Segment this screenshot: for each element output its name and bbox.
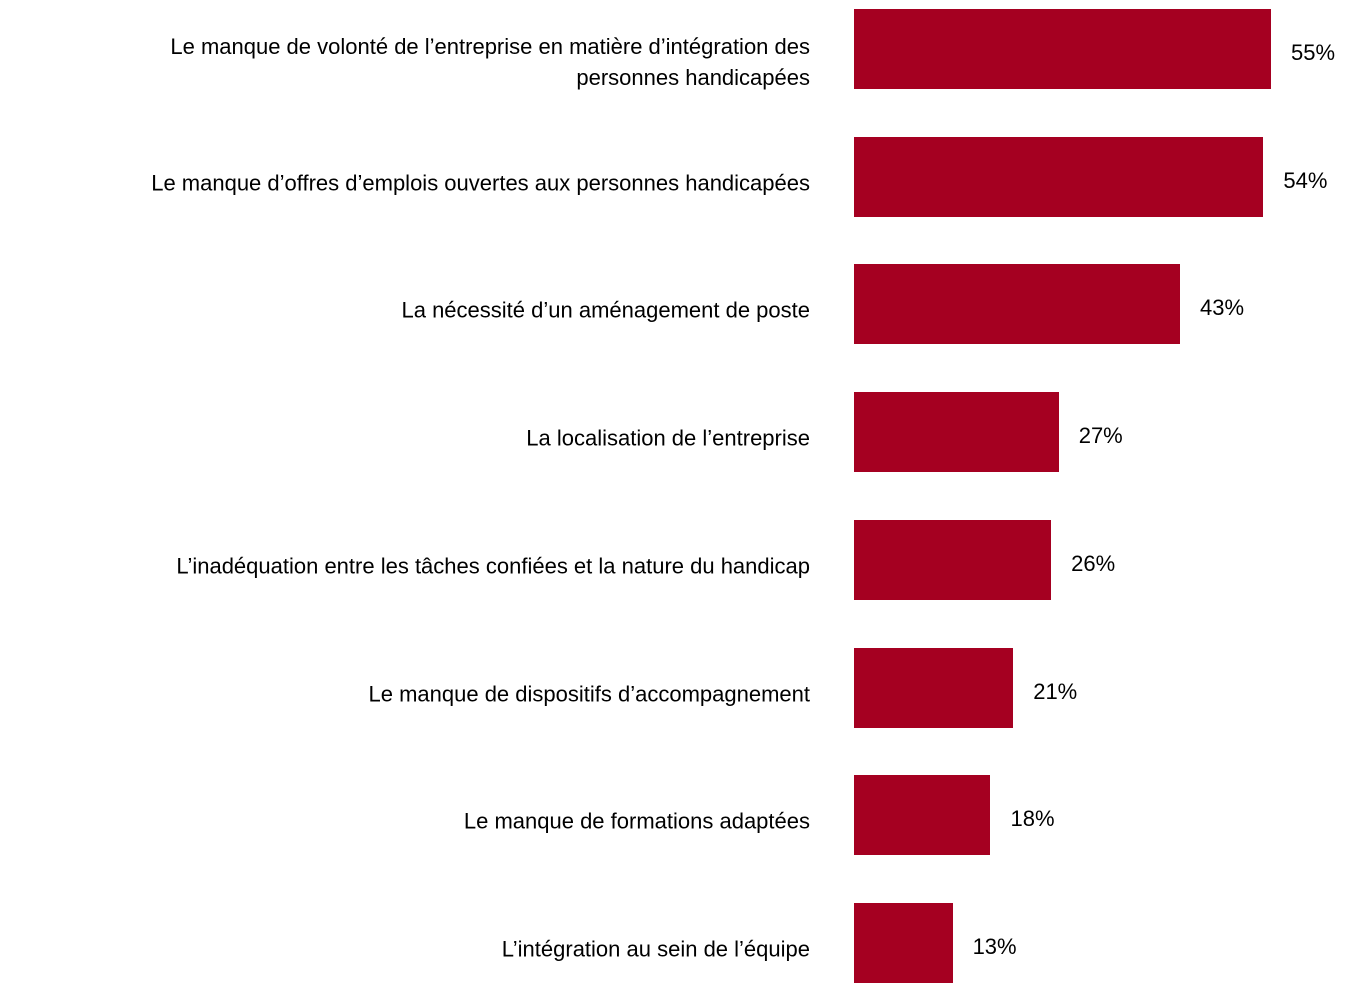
bar [854, 264, 1181, 345]
bar [854, 136, 1264, 217]
category-label: Le manque de dispositifs d’accompagnemen… [368, 681, 811, 706]
category-label: L’inadéquation entre les tâches confiées… [176, 553, 810, 579]
bar [854, 519, 1052, 600]
value-label: 27% [1078, 423, 1123, 449]
value-label: 55% [1291, 40, 1336, 65]
category-label: La localisation de l’entreprise [526, 425, 810, 451]
category-label: Le manque de formations adaptées [463, 808, 810, 834]
value-label: 18% [1010, 806, 1055, 832]
bar [854, 9, 1271, 89]
bar [854, 392, 1059, 473]
category-label: Le manque d’offres d’emplois ouvertes au… [151, 170, 810, 196]
bar [854, 902, 953, 983]
value-label: 54% [1283, 167, 1328, 193]
bar [854, 775, 991, 856]
bar [854, 647, 1014, 728]
category-label: La nécessité d’un aménagement de poste [401, 297, 810, 323]
category-label: Le manque de volonté de l’entreprise en … [170, 34, 810, 90]
value-label: 13% [972, 933, 1017, 959]
category-label: L’intégration au sein de l’équipe [501, 936, 810, 962]
value-label: 43% [1200, 295, 1245, 321]
value-label: 21% [1033, 678, 1078, 704]
value-label: 26% [1071, 550, 1116, 576]
